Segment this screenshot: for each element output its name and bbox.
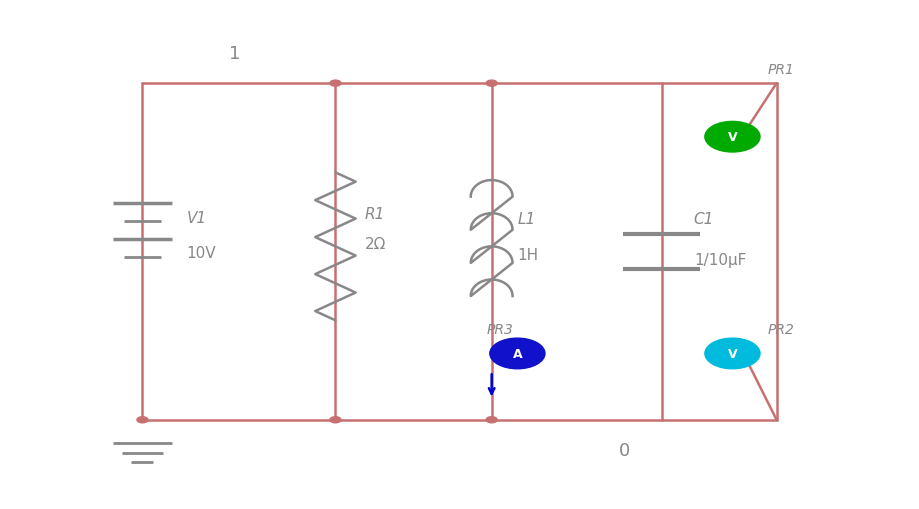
- Circle shape: [705, 338, 760, 369]
- Text: 2Ω: 2Ω: [365, 237, 386, 252]
- Text: C1: C1: [694, 211, 714, 227]
- Text: PR2: PR2: [767, 322, 794, 336]
- Circle shape: [490, 338, 545, 369]
- Text: 0: 0: [619, 441, 630, 460]
- Text: PR3: PR3: [487, 322, 514, 336]
- Text: R1: R1: [365, 206, 385, 221]
- Text: 1H: 1H: [517, 247, 539, 262]
- Circle shape: [137, 417, 148, 423]
- Circle shape: [486, 81, 497, 87]
- Text: 1/10μF: 1/10μF: [694, 252, 746, 267]
- Text: A: A: [513, 347, 522, 360]
- Circle shape: [705, 122, 760, 153]
- Text: V: V: [728, 347, 737, 360]
- Text: PR1: PR1: [767, 63, 794, 76]
- Text: 1: 1: [229, 44, 240, 63]
- Circle shape: [486, 417, 497, 423]
- Text: 10V: 10V: [187, 246, 216, 261]
- Text: V1: V1: [187, 210, 207, 225]
- Circle shape: [330, 417, 341, 423]
- Circle shape: [330, 81, 341, 87]
- Text: L1: L1: [517, 211, 536, 227]
- Text: V: V: [728, 131, 737, 144]
